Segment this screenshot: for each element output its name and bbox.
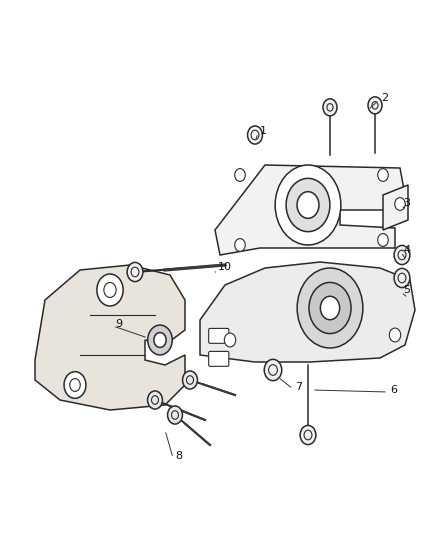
- Text: 3: 3: [403, 198, 410, 208]
- Circle shape: [154, 333, 166, 348]
- Circle shape: [183, 371, 198, 389]
- Circle shape: [323, 99, 337, 116]
- Circle shape: [235, 168, 245, 181]
- Circle shape: [97, 274, 123, 306]
- Circle shape: [297, 192, 319, 219]
- Text: 6: 6: [390, 385, 397, 395]
- Circle shape: [148, 391, 162, 409]
- Circle shape: [275, 165, 341, 245]
- Circle shape: [368, 97, 382, 114]
- Circle shape: [64, 372, 86, 398]
- Polygon shape: [35, 265, 185, 410]
- Text: 7: 7: [295, 382, 302, 392]
- Circle shape: [247, 126, 262, 144]
- Circle shape: [168, 406, 183, 424]
- Circle shape: [389, 328, 401, 342]
- Polygon shape: [215, 165, 405, 255]
- Circle shape: [300, 425, 316, 445]
- Text: 1: 1: [260, 126, 267, 136]
- Circle shape: [394, 269, 410, 288]
- FancyBboxPatch shape: [208, 328, 229, 343]
- Circle shape: [127, 262, 143, 281]
- Circle shape: [264, 359, 282, 381]
- Text: 4: 4: [403, 245, 410, 255]
- Text: 2: 2: [381, 93, 388, 103]
- Text: 9: 9: [115, 319, 122, 329]
- Circle shape: [224, 333, 236, 347]
- Circle shape: [148, 325, 172, 355]
- Circle shape: [286, 179, 330, 232]
- Circle shape: [378, 233, 388, 246]
- Circle shape: [394, 245, 410, 264]
- Circle shape: [395, 198, 405, 211]
- Circle shape: [309, 282, 351, 334]
- Circle shape: [297, 268, 363, 348]
- Text: 10: 10: [218, 262, 232, 272]
- FancyBboxPatch shape: [208, 351, 229, 366]
- Polygon shape: [383, 185, 408, 230]
- Text: 5: 5: [403, 285, 410, 295]
- Circle shape: [320, 296, 339, 320]
- Polygon shape: [200, 262, 415, 362]
- Circle shape: [235, 239, 245, 252]
- Text: 8: 8: [175, 451, 182, 461]
- Circle shape: [378, 168, 388, 181]
